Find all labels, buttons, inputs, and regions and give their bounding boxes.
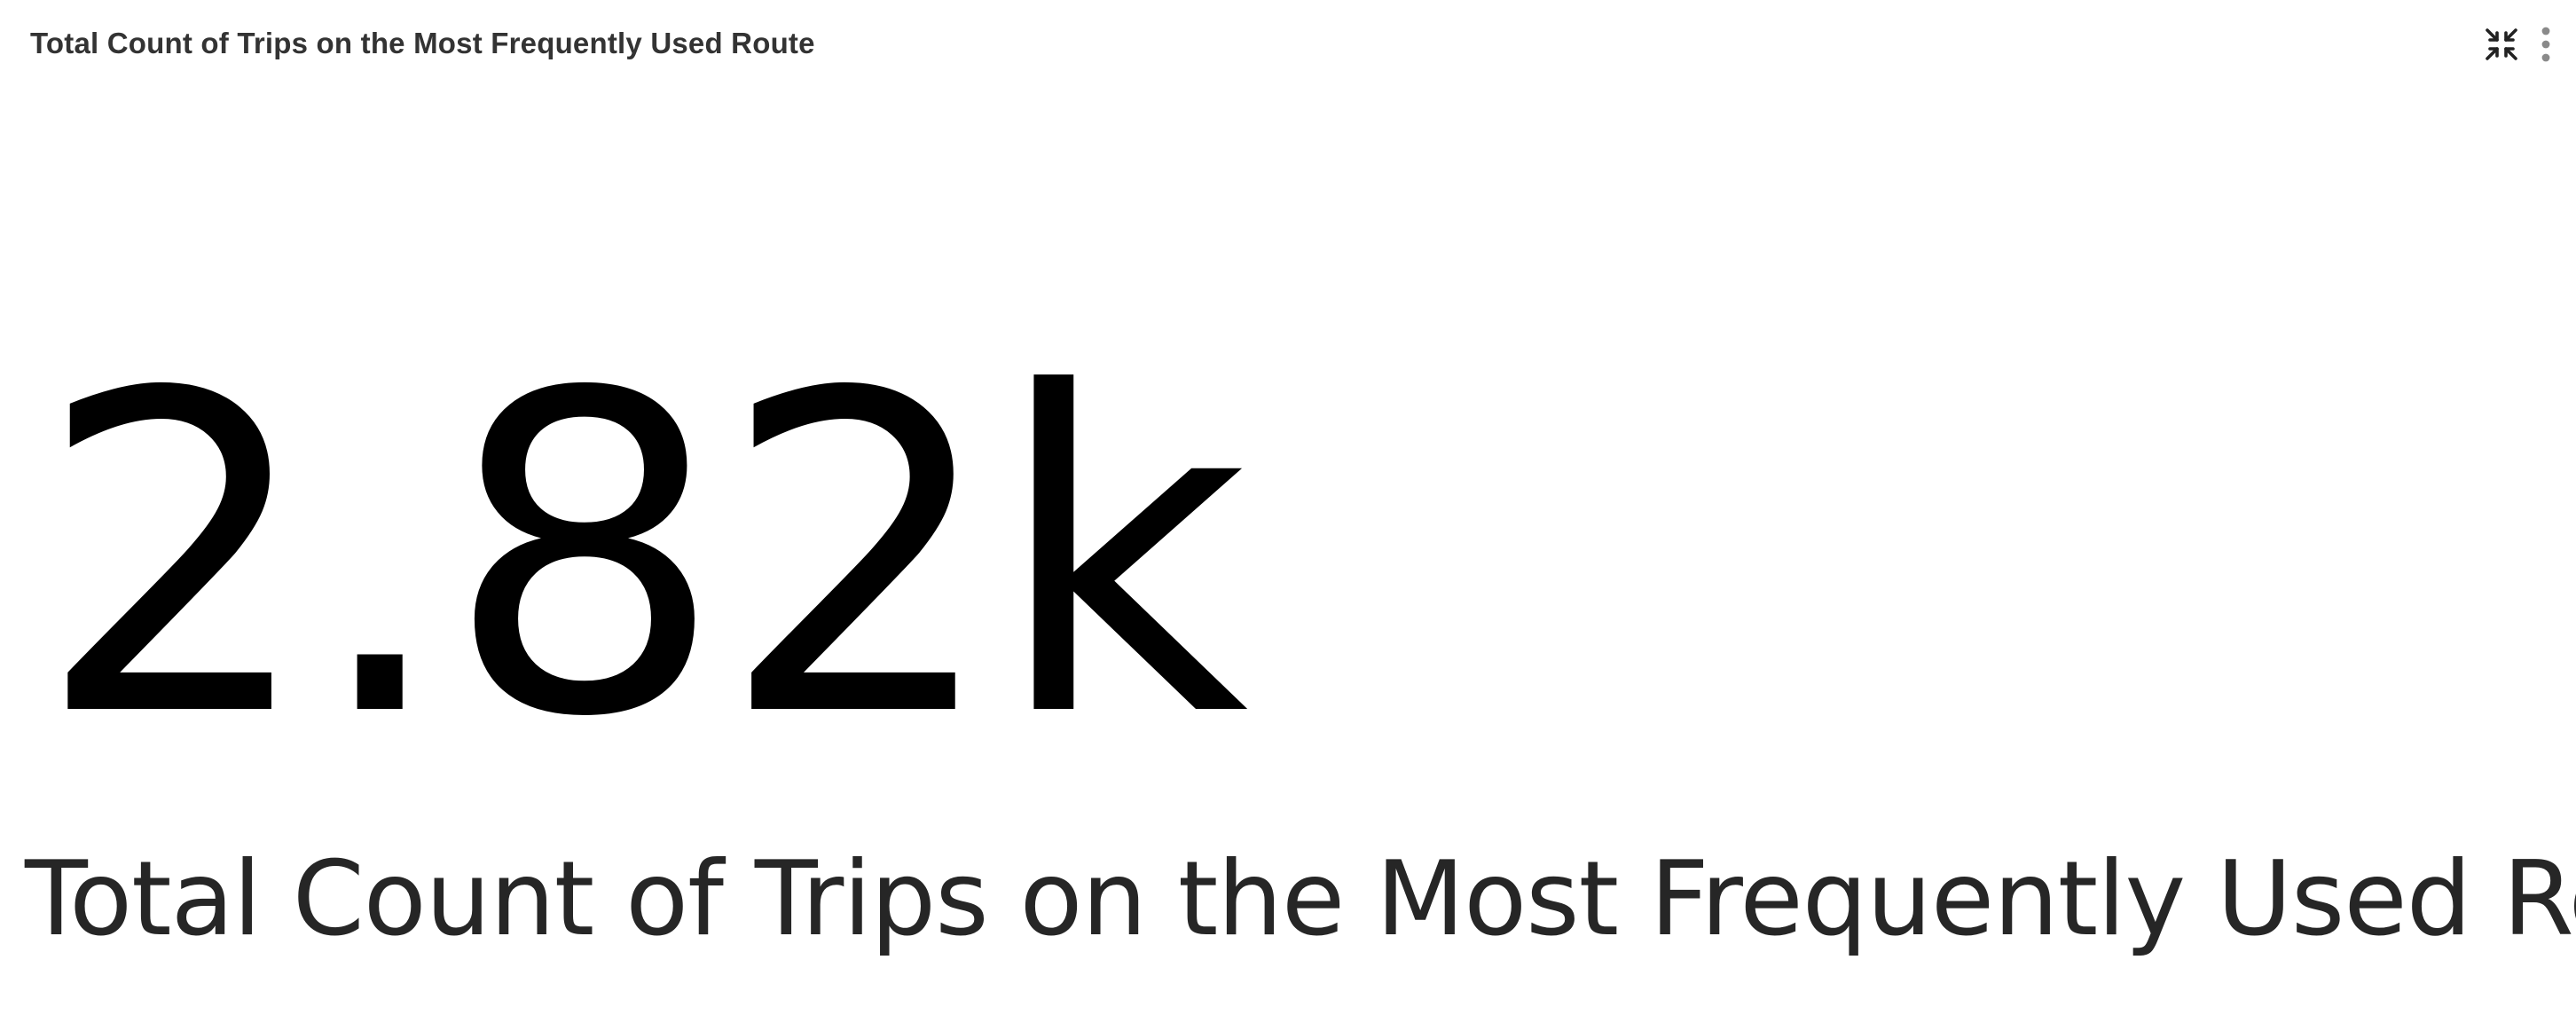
compress-icon	[2486, 28, 2517, 60]
header-actions	[2477, 20, 2576, 69]
panel-header: Total Count of Trips on the Most Frequen…	[0, 0, 2576, 89]
panel-title: Total Count of Trips on the Most Frequen…	[30, 27, 815, 59]
minimize-button[interactable]	[2477, 20, 2526, 69]
vertical-dots-icon	[2541, 27, 2550, 62]
more-options-button[interactable]	[2532, 20, 2560, 69]
big-number-subheader: Total Count of Trips on the Most Frequen…	[25, 839, 2576, 959]
big-number-value: 2.82k	[35, 301, 1249, 813]
